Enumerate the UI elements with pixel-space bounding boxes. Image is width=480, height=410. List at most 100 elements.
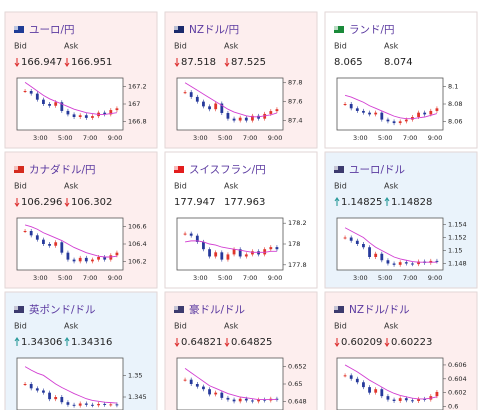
- pair-name: スイスフラン/円: [189, 164, 266, 176]
- x-tick-label: 3:00: [193, 274, 208, 282]
- candle: [195, 384, 199, 387]
- bid-label: Bid: [174, 182, 187, 191]
- candle: [23, 384, 27, 385]
- candle: [392, 263, 396, 265]
- y-tick-label: 1.15: [448, 247, 462, 255]
- candle: [355, 108, 359, 111]
- chart-frame: [336, 357, 444, 410]
- trend-arrow: [14, 198, 20, 207]
- moving-average: [24, 81, 118, 115]
- candle: [269, 247, 273, 250]
- candle: [368, 247, 371, 257]
- candle: [54, 102, 58, 106]
- candle: [214, 252, 218, 257]
- candle: [97, 403, 100, 406]
- candle: [380, 253, 384, 261]
- x-tick-label: 5:00: [58, 134, 73, 142]
- bid-value: 1.14825: [341, 197, 382, 208]
- candle: [275, 109, 279, 112]
- candle: [226, 112, 230, 119]
- flag: [334, 166, 344, 173]
- ask-value: 1.14828: [391, 197, 432, 208]
- ask-value: 0.64825: [231, 337, 272, 348]
- candle: [392, 121, 396, 124]
- x-tick-label: 9:00: [268, 134, 283, 142]
- y-tick-label: 106.2: [128, 257, 147, 265]
- candle: [183, 233, 187, 235]
- x-tick-label: 3:00: [33, 274, 48, 282]
- y-tick-label: 167.2: [128, 83, 147, 91]
- y-tick-label: 0.65: [288, 380, 302, 388]
- candle: [404, 262, 408, 264]
- x-tick-label: 9:00: [268, 274, 283, 282]
- y-tick-label: 166.8: [128, 117, 147, 125]
- ask-label: Ask: [224, 42, 239, 51]
- candle: [195, 235, 199, 242]
- candle: [404, 398, 408, 401]
- moving-average: [344, 94, 438, 120]
- flag: [174, 26, 184, 33]
- y-tick-label: 178.2: [288, 219, 307, 227]
- candle: [374, 389, 378, 393]
- y-tick-label: 0.606: [448, 361, 467, 369]
- y-tick-label: 167: [128, 100, 140, 108]
- pair-name: NZドル/円: [189, 24, 239, 36]
- candle: [349, 375, 353, 379]
- candle: [368, 387, 371, 393]
- candle: [244, 117, 248, 121]
- candle: [349, 104, 353, 109]
- candle: [232, 118, 236, 121]
- y-tick-label: 1.35: [128, 371, 142, 379]
- moving-average: [184, 240, 277, 253]
- candle: [60, 242, 64, 253]
- ask-label: Ask: [64, 182, 79, 191]
- moving-average: [184, 82, 278, 118]
- candle: [343, 237, 347, 239]
- ask-value: 106.302: [71, 197, 112, 208]
- candle: [263, 113, 267, 119]
- candle: [29, 231, 33, 236]
- candle: [35, 388, 39, 391]
- candle: [35, 93, 39, 100]
- ask-label: Ask: [384, 322, 399, 331]
- flag: [14, 26, 24, 33]
- candle: [42, 239, 45, 244]
- flag: [14, 166, 24, 173]
- x-tick-label: 5:00: [378, 134, 393, 142]
- candle: [48, 104, 51, 106]
- ask-label: Ask: [384, 42, 399, 51]
- y-tick-label: 8.1: [448, 83, 458, 91]
- flag-detail: [14, 26, 18, 30]
- y-tick-label: 0.604: [448, 375, 467, 383]
- candle: [244, 254, 248, 257]
- x-tick-label: 7:00: [83, 274, 98, 282]
- candle: [355, 378, 359, 383]
- bid-label: Bid: [14, 182, 27, 191]
- flag-detail: [174, 26, 178, 30]
- candle: [103, 403, 107, 405]
- candle: [115, 252, 119, 256]
- candle: [257, 115, 260, 119]
- bid-value: 177.947: [174, 197, 215, 208]
- candle: [189, 92, 193, 97]
- y-tick-label: 0.648: [288, 397, 307, 405]
- x-tick-label: 3:00: [353, 134, 368, 142]
- candle: [189, 233, 193, 236]
- candle: [374, 112, 378, 115]
- x-tick-label: 7:00: [403, 274, 418, 282]
- x-tick-label: 5:00: [218, 274, 233, 282]
- ask-label: Ask: [384, 182, 399, 191]
- candle: [91, 404, 94, 406]
- candle: [232, 249, 236, 255]
- flag-detail: [334, 306, 338, 310]
- candle: [404, 119, 408, 122]
- candle: [72, 404, 76, 406]
- bid-label: Bid: [334, 182, 347, 191]
- bid-value: 8.065: [334, 57, 363, 68]
- trend-arrow: [334, 197, 340, 206]
- candle: [362, 110, 365, 113]
- candle: [417, 398, 420, 401]
- chart-frame: [336, 77, 444, 131]
- x-tick-label: 7:00: [243, 134, 258, 142]
